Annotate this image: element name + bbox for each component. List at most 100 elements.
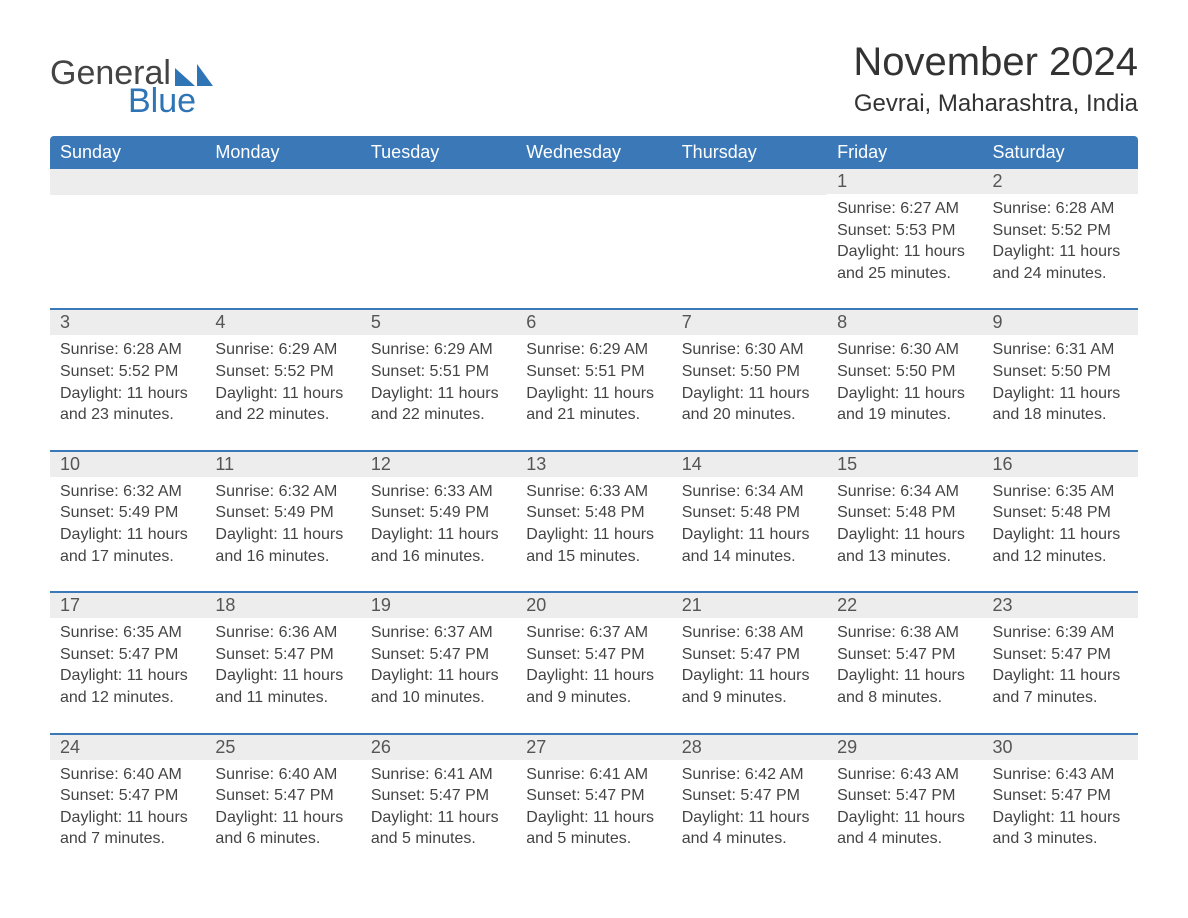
day-details: Sunrise: 6:35 AMSunset: 5:47 PMDaylight:… xyxy=(50,618,205,732)
day-number: 3 xyxy=(50,310,205,335)
daylight-line: Daylight: 11 hours and 22 minutes. xyxy=(215,383,350,426)
day-details: Sunrise: 6:32 AMSunset: 5:49 PMDaylight:… xyxy=(50,477,205,591)
calendar-day-cell: 20Sunrise: 6:37 AMSunset: 5:47 PMDayligh… xyxy=(516,591,671,732)
weekday-header: Friday xyxy=(827,136,982,169)
brand-triangle-icon xyxy=(175,64,213,86)
sunrise-line: Sunrise: 6:32 AM xyxy=(215,481,350,503)
sunrise-line: Sunrise: 6:34 AM xyxy=(682,481,817,503)
sunrise-line: Sunrise: 6:43 AM xyxy=(993,764,1128,786)
calendar-day-cell: 26Sunrise: 6:41 AMSunset: 5:47 PMDayligh… xyxy=(361,733,516,874)
calendar-day-cell: 9Sunrise: 6:31 AMSunset: 5:50 PMDaylight… xyxy=(983,308,1138,449)
sunrise-line: Sunrise: 6:39 AM xyxy=(993,622,1128,644)
sunset-line: Sunset: 5:47 PM xyxy=(526,785,661,807)
day-details: Sunrise: 6:34 AMSunset: 5:48 PMDaylight:… xyxy=(827,477,982,591)
calendar-empty-cell xyxy=(205,169,360,308)
daylight-line: Daylight: 11 hours and 18 minutes. xyxy=(993,383,1128,426)
day-details: Sunrise: 6:29 AMSunset: 5:51 PMDaylight:… xyxy=(361,335,516,449)
daylight-line: Daylight: 11 hours and 4 minutes. xyxy=(837,807,972,850)
day-number: 2 xyxy=(983,169,1138,194)
sunset-line: Sunset: 5:49 PM xyxy=(60,502,195,524)
day-details: Sunrise: 6:39 AMSunset: 5:47 PMDaylight:… xyxy=(983,618,1138,732)
day-number: 16 xyxy=(983,452,1138,477)
day-details: Sunrise: 6:43 AMSunset: 5:47 PMDaylight:… xyxy=(827,760,982,874)
sunrise-line: Sunrise: 6:38 AM xyxy=(682,622,817,644)
calendar-week-row: 24Sunrise: 6:40 AMSunset: 5:47 PMDayligh… xyxy=(50,733,1138,874)
calendar-day-cell: 14Sunrise: 6:34 AMSunset: 5:48 PMDayligh… xyxy=(672,450,827,591)
location-subtitle: Gevrai, Maharashtra, India xyxy=(853,90,1138,118)
day-details: Sunrise: 6:40 AMSunset: 5:47 PMDaylight:… xyxy=(205,760,360,874)
daylight-line: Daylight: 11 hours and 5 minutes. xyxy=(526,807,661,850)
calendar-day-cell: 18Sunrise: 6:36 AMSunset: 5:47 PMDayligh… xyxy=(205,591,360,732)
day-number: 19 xyxy=(361,593,516,618)
sunset-line: Sunset: 5:48 PM xyxy=(526,502,661,524)
calendar-header-row: SundayMondayTuesdayWednesdayThursdayFrid… xyxy=(50,136,1138,169)
day-details: Sunrise: 6:42 AMSunset: 5:47 PMDaylight:… xyxy=(672,760,827,874)
sunrise-line: Sunrise: 6:28 AM xyxy=(993,198,1128,220)
day-details xyxy=(205,195,360,295)
sunset-line: Sunset: 5:52 PM xyxy=(60,361,195,383)
day-number: 20 xyxy=(516,593,671,618)
day-details: Sunrise: 6:38 AMSunset: 5:47 PMDaylight:… xyxy=(827,618,982,732)
calendar-week-row: 3Sunrise: 6:28 AMSunset: 5:52 PMDaylight… xyxy=(50,308,1138,449)
sunrise-line: Sunrise: 6:31 AM xyxy=(993,339,1128,361)
sunset-line: Sunset: 5:47 PM xyxy=(371,785,506,807)
sunset-line: Sunset: 5:47 PM xyxy=(215,785,350,807)
day-details: Sunrise: 6:36 AMSunset: 5:47 PMDaylight:… xyxy=(205,618,360,732)
daylight-line: Daylight: 11 hours and 24 minutes. xyxy=(993,241,1128,284)
calendar-day-cell: 17Sunrise: 6:35 AMSunset: 5:47 PMDayligh… xyxy=(50,591,205,732)
daylight-line: Daylight: 11 hours and 15 minutes. xyxy=(526,524,661,567)
calendar-day-cell: 4Sunrise: 6:29 AMSunset: 5:52 PMDaylight… xyxy=(205,308,360,449)
sunrise-line: Sunrise: 6:29 AM xyxy=(215,339,350,361)
weekday-header: Saturday xyxy=(983,136,1138,169)
calendar-empty-cell xyxy=(50,169,205,308)
daylight-line: Daylight: 11 hours and 6 minutes. xyxy=(215,807,350,850)
sunrise-line: Sunrise: 6:40 AM xyxy=(215,764,350,786)
day-details: Sunrise: 6:30 AMSunset: 5:50 PMDaylight:… xyxy=(827,335,982,449)
sunset-line: Sunset: 5:47 PM xyxy=(682,785,817,807)
day-number: 28 xyxy=(672,735,827,760)
sunrise-line: Sunrise: 6:38 AM xyxy=(837,622,972,644)
weekday-header: Thursday xyxy=(672,136,827,169)
daylight-line: Daylight: 11 hours and 23 minutes. xyxy=(60,383,195,426)
daylight-line: Daylight: 11 hours and 8 minutes. xyxy=(837,665,972,708)
weekday-header: Wednesday xyxy=(516,136,671,169)
day-number: 5 xyxy=(361,310,516,335)
daylight-line: Daylight: 11 hours and 10 minutes. xyxy=(371,665,506,708)
day-number: 30 xyxy=(983,735,1138,760)
daylight-line: Daylight: 11 hours and 13 minutes. xyxy=(837,524,972,567)
daylight-line: Daylight: 11 hours and 20 minutes. xyxy=(682,383,817,426)
day-details: Sunrise: 6:29 AMSunset: 5:52 PMDaylight:… xyxy=(205,335,360,449)
calendar-day-cell: 13Sunrise: 6:33 AMSunset: 5:48 PMDayligh… xyxy=(516,450,671,591)
calendar-day-cell: 11Sunrise: 6:32 AMSunset: 5:49 PMDayligh… xyxy=(205,450,360,591)
day-number: 17 xyxy=(50,593,205,618)
weekday-header: Sunday xyxy=(50,136,205,169)
calendar-empty-cell xyxy=(516,169,671,308)
day-details: Sunrise: 6:37 AMSunset: 5:47 PMDaylight:… xyxy=(361,618,516,732)
day-details: Sunrise: 6:29 AMSunset: 5:51 PMDaylight:… xyxy=(516,335,671,449)
day-details xyxy=(361,195,516,295)
sunset-line: Sunset: 5:48 PM xyxy=(682,502,817,524)
day-details xyxy=(50,195,205,295)
day-details: Sunrise: 6:41 AMSunset: 5:47 PMDaylight:… xyxy=(361,760,516,874)
month-title: November 2024 xyxy=(853,40,1138,84)
day-number: 21 xyxy=(672,593,827,618)
day-number xyxy=(361,169,516,195)
day-details: Sunrise: 6:30 AMSunset: 5:50 PMDaylight:… xyxy=(672,335,827,449)
day-details: Sunrise: 6:35 AMSunset: 5:48 PMDaylight:… xyxy=(983,477,1138,591)
daylight-line: Daylight: 11 hours and 16 minutes. xyxy=(371,524,506,567)
calendar-day-cell: 15Sunrise: 6:34 AMSunset: 5:48 PMDayligh… xyxy=(827,450,982,591)
day-details: Sunrise: 6:38 AMSunset: 5:47 PMDaylight:… xyxy=(672,618,827,732)
sunrise-line: Sunrise: 6:35 AM xyxy=(993,481,1128,503)
sunrise-line: Sunrise: 6:40 AM xyxy=(60,764,195,786)
sunrise-line: Sunrise: 6:33 AM xyxy=(526,481,661,503)
day-details: Sunrise: 6:27 AMSunset: 5:53 PMDaylight:… xyxy=(827,194,982,308)
sunrise-line: Sunrise: 6:37 AM xyxy=(526,622,661,644)
calendar-day-cell: 22Sunrise: 6:38 AMSunset: 5:47 PMDayligh… xyxy=(827,591,982,732)
daylight-line: Daylight: 11 hours and 9 minutes. xyxy=(526,665,661,708)
sunrise-line: Sunrise: 6:27 AM xyxy=(837,198,972,220)
sunset-line: Sunset: 5:50 PM xyxy=(682,361,817,383)
daylight-line: Daylight: 11 hours and 5 minutes. xyxy=(371,807,506,850)
calendar-week-row: 10Sunrise: 6:32 AMSunset: 5:49 PMDayligh… xyxy=(50,450,1138,591)
calendar-day-cell: 10Sunrise: 6:32 AMSunset: 5:49 PMDayligh… xyxy=(50,450,205,591)
day-number: 14 xyxy=(672,452,827,477)
